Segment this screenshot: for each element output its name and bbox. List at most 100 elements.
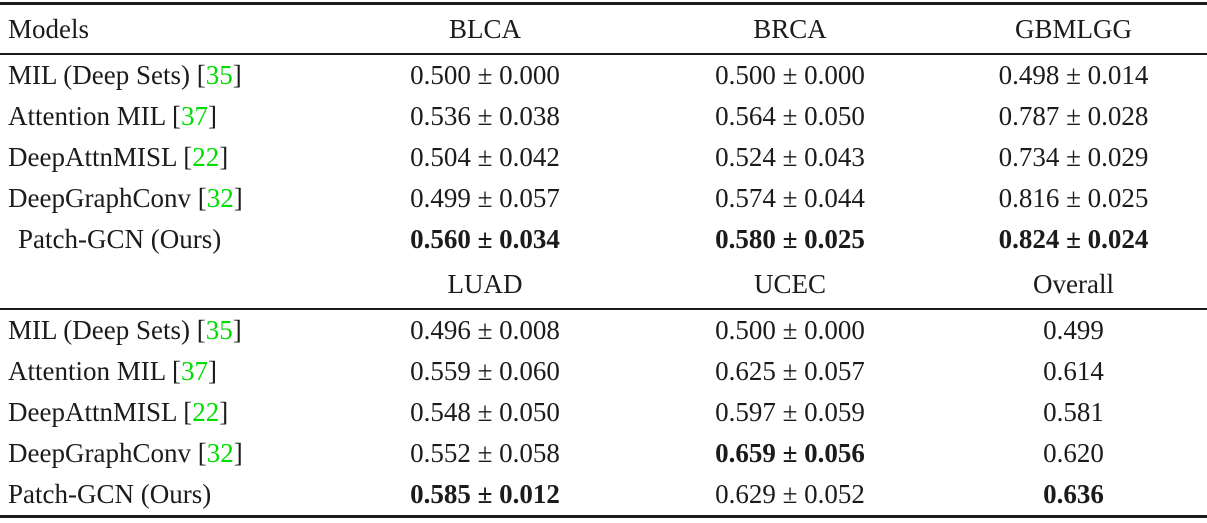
value-cell: 0.496 ± 0.008 (410, 315, 560, 345)
citation-bracket: ] (233, 438, 243, 468)
value-cell: 0.787 ± 0.028 (998, 101, 1149, 131)
table-body-section-1: MIL (Deep Sets) [35] 0.500 ± 0.000 0.500… (0, 54, 1207, 260)
column-header-blca: BLCA (330, 3, 640, 55)
column-header-overall: Overall (940, 260, 1207, 310)
column-header-ucec: UCEC (640, 260, 940, 310)
value-cell: 0.659 ± 0.056 (715, 438, 865, 468)
model-name: DeepAttnMISL (8, 397, 177, 427)
value-cell: 0.580 ± 0.025 (715, 224, 865, 254)
citation: [32] (198, 183, 243, 213)
value-cell: 0.564 ± 0.050 (715, 101, 865, 131)
value-cell: 0.499 (1043, 315, 1104, 345)
model-cell: DeepAttnMISL [22] (0, 137, 330, 178)
value-cell: 0.504 ± 0.042 (410, 142, 560, 172)
citation: [32] (198, 438, 243, 468)
model-name: MIL (Deep Sets) (8, 315, 190, 345)
citation-bracket: ] (233, 183, 243, 213)
model-cell: Attention MIL [37] (0, 96, 330, 137)
citation-bracket: [ (183, 142, 193, 172)
value-cell: 0.500 ± 0.000 (715, 315, 865, 345)
citation: [35] (197, 315, 242, 345)
table-header-diseases-1: Models BLCA BRCA GBMLGG (0, 3, 1207, 55)
model-cell: Patch-GCN (Ours) (0, 474, 330, 517)
citation-bracket: [ (196, 60, 206, 90)
column-header-brca: BRCA (640, 3, 940, 55)
model-cell: DeepAttnMISL [22] (0, 392, 330, 433)
header-row: Models BLCA BRCA GBMLGG (0, 3, 1207, 55)
model-cell: MIL (Deep Sets) [35] (0, 54, 330, 96)
model-name: DeepGraphConv (8, 183, 191, 213)
citation: [22] (183, 142, 228, 172)
value-cell: 0.560 ± 0.034 (410, 224, 560, 254)
table-body-section-2: MIL (Deep Sets) [35] 0.496 ± 0.008 0.500… (0, 309, 1207, 517)
value-cell: 0.636 (1043, 479, 1104, 509)
value-cell: 0.620 (1043, 438, 1104, 468)
citation-number: 32 (206, 438, 234, 468)
value-cell: 0.500 ± 0.000 (715, 60, 865, 90)
model-cell: Attention MIL [37] (0, 351, 330, 392)
citation-bracket: [ (171, 356, 181, 386)
citation-number: 32 (206, 183, 234, 213)
value-cell: 0.536 ± 0.038 (410, 101, 560, 131)
table-row: Attention MIL [37] 0.536 ± 0.038 0.564 ±… (0, 96, 1207, 137)
citation-bracket: [ (197, 438, 207, 468)
table-row: MIL (Deep Sets) [35] 0.500 ± 0.000 0.500… (0, 54, 1207, 96)
model-cell: Patch-GCN (Ours) (0, 219, 330, 260)
model-name: Patch-GCN (Ours) (18, 224, 222, 254)
citation-bracket: [ (183, 397, 193, 427)
citation-number: 37 (180, 356, 208, 386)
model-cell: DeepGraphConv [32] (0, 433, 330, 474)
model-name: DeepGraphConv (8, 438, 191, 468)
table-row: DeepAttnMISL [22] 0.504 ± 0.042 0.524 ± … (0, 137, 1207, 178)
value-cell: 0.734 ± 0.029 (998, 142, 1149, 172)
value-cell: 0.585 ± 0.012 (410, 479, 560, 509)
table-row: DeepAttnMISL [22] 0.548 ± 0.050 0.597 ± … (0, 392, 1207, 433)
citation-number: 22 (192, 142, 220, 172)
citation-bracket: ] (219, 397, 229, 427)
table-header-diseases-2: LUAD UCEC Overall (0, 260, 1207, 310)
model-cell: MIL (Deep Sets) [35] (0, 309, 330, 351)
value-cell: 0.581 (1043, 397, 1104, 427)
table-row: Attention MIL [37] 0.559 ± 0.060 0.625 ±… (0, 351, 1207, 392)
value-cell: 0.552 ± 0.058 (410, 438, 560, 468)
model-name: Attention MIL (8, 101, 166, 131)
model-cell: DeepGraphConv [32] (0, 178, 330, 219)
table-row: Patch-GCN (Ours) 0.585 ± 0.012 0.629 ± 0… (0, 474, 1207, 517)
value-cell: 0.597 ± 0.059 (715, 397, 865, 427)
citation: [37] (172, 101, 217, 131)
citation-bracket: ] (232, 315, 242, 345)
value-cell: 0.500 ± 0.000 (410, 60, 560, 90)
value-cell: 0.614 (1043, 356, 1104, 386)
model-name: DeepAttnMISL (8, 142, 177, 172)
citation-number: 35 (205, 315, 233, 345)
value-cell: 0.629 ± 0.052 (715, 479, 865, 509)
models-column-header: Models (0, 3, 330, 55)
citation-number: 22 (192, 397, 220, 427)
model-name: Attention MIL (8, 356, 166, 386)
value-cell: 0.499 ± 0.057 (410, 183, 560, 213)
model-name: MIL (Deep Sets) (8, 60, 190, 90)
citation-number: 37 (180, 101, 208, 131)
citation-bracket: ] (219, 142, 229, 172)
citation-bracket: [ (196, 315, 206, 345)
citation-bracket: [ (197, 183, 207, 213)
column-header-luad: LUAD (330, 260, 640, 310)
table-row: Patch-GCN (Ours) 0.560 ± 0.034 0.580 ± 0… (0, 219, 1207, 260)
citation-bracket: ] (207, 356, 217, 386)
value-cell: 0.574 ± 0.044 (715, 183, 865, 213)
value-cell: 0.559 ± 0.060 (410, 356, 560, 386)
value-cell: 0.524 ± 0.043 (715, 142, 865, 172)
citation: [22] (183, 397, 228, 427)
citation: [35] (197, 60, 242, 90)
citation-bracket: ] (207, 101, 217, 131)
column-header-gbmlgg: GBMLGG (940, 3, 1207, 55)
table-row: DeepGraphConv [32] 0.499 ± 0.057 0.574 ±… (0, 178, 1207, 219)
table-row: DeepGraphConv [32] 0.552 ± 0.058 0.659 ±… (0, 433, 1207, 474)
citation: [37] (172, 356, 217, 386)
header-row: LUAD UCEC Overall (0, 260, 1207, 310)
citation-bracket: [ (171, 101, 181, 131)
value-cell: 0.816 ± 0.025 (998, 183, 1149, 213)
value-cell: 0.548 ± 0.050 (410, 397, 560, 427)
